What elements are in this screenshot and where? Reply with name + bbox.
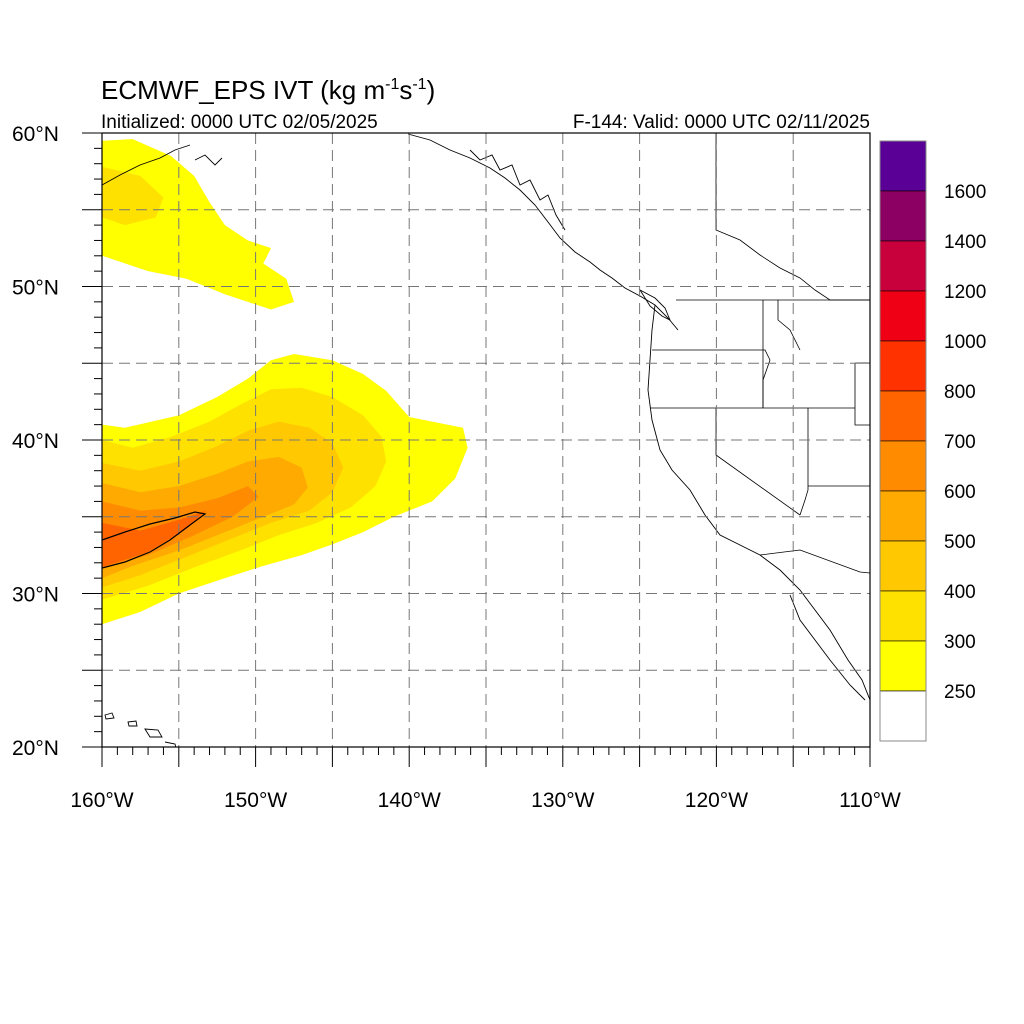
colorbar-box [879,440,927,492]
plot-area [101,132,871,748]
colorbar: 250 300 400 500 600 700 800 1000 1200 1400 1600 [879,140,986,742]
colorbar-label: 1200 [944,282,986,303]
coastline-us-mexico [647,304,870,701]
island-kauai [104,712,115,720]
colorbar-box [879,540,927,592]
island-maui [144,728,163,738]
x-tick-label: 120°W [685,789,748,812]
grid-lines [102,133,870,747]
initialized-label: Initialized: 0000 UTC 02/05/2025 [101,112,378,133]
coastline-kodiak [194,154,223,166]
ivt-shading [102,139,468,625]
border-idaho-montana [777,300,801,351]
coastline-alaska-panhandle [469,149,566,231]
ivt-region-level-2 [102,166,164,226]
colorbar-label: 400 [944,582,976,603]
colorbar-box [879,190,927,242]
x-tick-label: 140°W [378,789,441,812]
y-tick-label: 30°N [12,584,59,607]
colorbar-box [879,490,927,542]
ivt-region-level-6 [102,510,207,568]
colorbar-label: 600 [944,482,976,503]
y-tick-label: 60°N [12,123,59,146]
colorbar-box [879,690,927,742]
border-canada-us-interior [715,133,870,301]
border-us-mexico [759,549,870,574]
figure-title: ECMWF_EPS IVT (kg m-1s-1) [101,75,435,105]
colorbar-label: 300 [944,632,976,653]
x-tick-label: 160°W [70,789,133,812]
y-tick-label: 50°N [12,277,59,300]
colorbar-box [879,290,927,342]
coastline-baja [789,594,866,701]
x-tick-label: 150°W [224,789,287,812]
colorbar-box [879,590,927,642]
y-axis: 20°N 30°N 40°N 50°N 60°N [12,123,102,760]
colorbar-label: 500 [944,532,976,553]
x-tick-label: 130°W [531,789,594,812]
ivt-contour-line [102,511,207,569]
ivt-region-level-1 [102,139,294,310]
colorbar-label: 700 [944,432,976,453]
colorbar-label: 800 [944,382,976,403]
coastline-alaska-peninsula [102,144,191,186]
colorbar-label: 250 [944,682,976,703]
colorbar-box [879,390,927,442]
colorbar-box [879,340,927,392]
colorbar-box [879,140,927,192]
island-vancouver [638,288,671,321]
colorbar-label: 1000 [944,332,986,353]
colorbar-box [879,640,927,692]
x-tick-label: 110°W [839,789,901,812]
colorbar-frame [879,140,927,742]
island-oahu [127,720,138,727]
colorbar-label: 1600 [944,182,986,203]
y-tick-label: 20°N [12,737,59,760]
x-axis: 160°W 150°W 140°W 130°W 120°W 110°W [70,747,901,812]
ivt-contour [102,511,207,569]
colorbar-box [879,240,927,292]
border-nevada-utah [799,408,809,516]
colorbar-label: 1400 [944,232,986,253]
y-tick-label: 40°N [12,430,59,453]
valid-label: F-144: Valid: 0000 UTC 02/11/2025 [573,112,870,133]
political-borders [650,133,870,574]
